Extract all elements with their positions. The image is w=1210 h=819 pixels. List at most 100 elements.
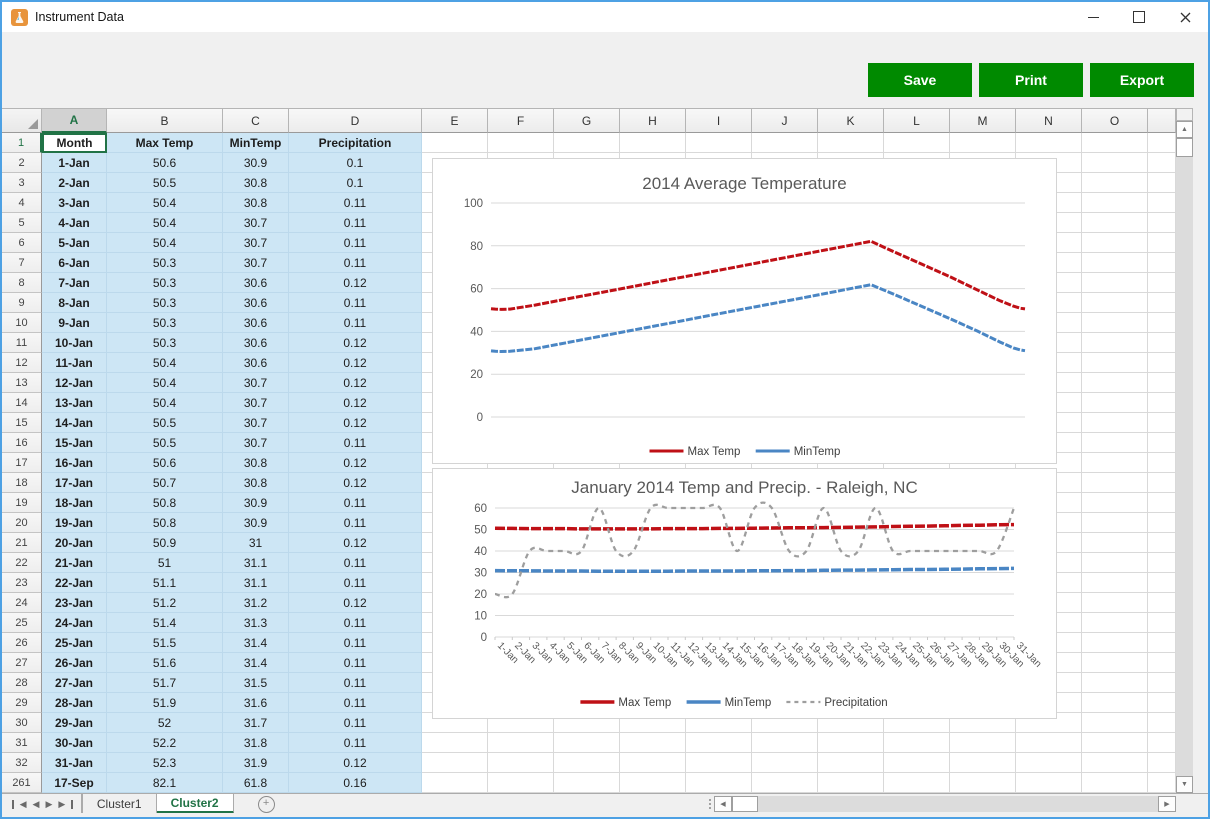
grid-cell[interactable] bbox=[1082, 193, 1148, 213]
grid-cell[interactable] bbox=[1082, 373, 1148, 393]
grid-cell[interactable] bbox=[488, 133, 554, 153]
sheet-tab-cluster1[interactable]: Cluster1 bbox=[81, 794, 157, 814]
grid-cell[interactable] bbox=[686, 133, 752, 153]
grid-cell[interactable]: 61.8 bbox=[223, 773, 289, 793]
grid-cell[interactable]: 30.6 bbox=[223, 333, 289, 353]
grid-cell[interactable]: 0.11 bbox=[289, 433, 422, 453]
grid-cell[interactable]: 30.7 bbox=[223, 373, 289, 393]
grid-cell[interactable] bbox=[752, 733, 818, 753]
column-header-G[interactable]: G bbox=[554, 108, 620, 133]
grid-cell[interactable]: 30.8 bbox=[223, 473, 289, 493]
row-header-30[interactable]: 30 bbox=[2, 713, 42, 733]
grid-cell[interactable] bbox=[1148, 553, 1176, 573]
grid-cell[interactable]: 0.11 bbox=[289, 213, 422, 233]
row-header-4[interactable]: 4 bbox=[2, 193, 42, 213]
horizontal-scrollbar[interactable]: ◀ ▶ bbox=[706, 796, 1176, 812]
column-header-O[interactable]: O bbox=[1082, 108, 1148, 133]
vertical-scrollbar[interactable]: ▲ ▼ bbox=[1176, 108, 1193, 793]
grid-cell[interactable] bbox=[1082, 353, 1148, 373]
grid-cell[interactable]: 50.3 bbox=[107, 253, 223, 273]
grid-cell[interactable] bbox=[1082, 433, 1148, 453]
grid-cell[interactable]: 0.11 bbox=[289, 613, 422, 633]
row-header-28[interactable]: 28 bbox=[2, 673, 42, 693]
grid-cell[interactable] bbox=[1082, 593, 1148, 613]
grid-cell[interactable]: 50.3 bbox=[107, 313, 223, 333]
grid-cell[interactable] bbox=[1148, 473, 1176, 493]
close-icon[interactable] bbox=[1162, 2, 1208, 32]
grid-cell[interactable] bbox=[884, 733, 950, 753]
row-header-12[interactable]: 12 bbox=[2, 353, 42, 373]
grid-cell[interactable]: 3-Jan bbox=[42, 193, 107, 213]
grid-cell[interactable]: 7-Jan bbox=[42, 273, 107, 293]
grid-cell[interactable]: 50.6 bbox=[107, 153, 223, 173]
grid-cell[interactable]: 50.8 bbox=[107, 493, 223, 513]
grid-cell[interactable] bbox=[1148, 693, 1176, 713]
row-header-25[interactable]: 25 bbox=[2, 613, 42, 633]
grid-cell[interactable] bbox=[422, 733, 488, 753]
print-button[interactable]: Print bbox=[979, 63, 1083, 97]
grid-cell[interactable]: 30.6 bbox=[223, 313, 289, 333]
grid-cell[interactable] bbox=[1148, 533, 1176, 553]
grid-cell[interactable]: 0.11 bbox=[289, 733, 422, 753]
grid-cell[interactable] bbox=[1082, 493, 1148, 513]
grid-cell[interactable]: 24-Jan bbox=[42, 613, 107, 633]
column-header-E[interactable]: E bbox=[422, 108, 488, 133]
grid-cell[interactable]: 22-Jan bbox=[42, 573, 107, 593]
grid-cell[interactable] bbox=[1016, 733, 1082, 753]
grid-cell[interactable]: 30.6 bbox=[223, 353, 289, 373]
scroll-left-icon[interactable]: ◀ bbox=[714, 796, 732, 812]
grid-cell[interactable] bbox=[1148, 253, 1176, 273]
grid-cell[interactable]: 31.7 bbox=[223, 713, 289, 733]
grid-cell[interactable] bbox=[1082, 473, 1148, 493]
grid-cell[interactable] bbox=[1082, 173, 1148, 193]
column-header-A[interactable]: A bbox=[42, 108, 107, 133]
grid-cell[interactable]: 50.4 bbox=[107, 353, 223, 373]
row-header-24[interactable]: 24 bbox=[2, 593, 42, 613]
grid-cell[interactable] bbox=[1082, 693, 1148, 713]
grid-cell[interactable] bbox=[1148, 613, 1176, 633]
grid-cell[interactable]: 30.7 bbox=[223, 413, 289, 433]
grid-cell[interactable]: 31.6 bbox=[223, 693, 289, 713]
grid-cell[interactable] bbox=[884, 753, 950, 773]
grid-cell[interactable] bbox=[950, 133, 1016, 153]
grid-cell[interactable]: 50.6 bbox=[107, 453, 223, 473]
row-header-7[interactable]: 7 bbox=[2, 253, 42, 273]
grid-cell[interactable]: MinTemp bbox=[223, 133, 289, 153]
grid-cell[interactable]: 30.9 bbox=[223, 153, 289, 173]
grid-cell[interactable]: 26-Jan bbox=[42, 653, 107, 673]
grid-cell[interactable]: 8-Jan bbox=[42, 293, 107, 313]
grid-cell[interactable] bbox=[1148, 153, 1176, 173]
grid-cell[interactable]: 82.1 bbox=[107, 773, 223, 793]
grid-cell[interactable] bbox=[1082, 313, 1148, 333]
grid-cell[interactable] bbox=[1082, 413, 1148, 433]
grid-cell[interactable]: 31.4 bbox=[223, 633, 289, 653]
grid-cell[interactable]: 28-Jan bbox=[42, 693, 107, 713]
row-header-9[interactable]: 9 bbox=[2, 293, 42, 313]
grid-cell[interactable] bbox=[1082, 773, 1148, 793]
grid-cell[interactable]: 30.8 bbox=[223, 173, 289, 193]
grid-cell[interactable]: 19-Jan bbox=[42, 513, 107, 533]
column-header-B[interactable]: B bbox=[107, 108, 223, 133]
grid-cell[interactable]: 6-Jan bbox=[42, 253, 107, 273]
grid-cell[interactable] bbox=[1148, 393, 1176, 413]
grid-cell[interactable]: 31 bbox=[223, 533, 289, 553]
grid-cell[interactable]: 30.8 bbox=[223, 453, 289, 473]
grid-cell[interactable] bbox=[1148, 773, 1176, 793]
grid-cell[interactable]: 31.1 bbox=[223, 573, 289, 593]
grid-cell[interactable]: 50.3 bbox=[107, 273, 223, 293]
column-header-J[interactable]: J bbox=[752, 108, 818, 133]
column-header-I[interactable]: I bbox=[686, 108, 752, 133]
row-header-6[interactable]: 6 bbox=[2, 233, 42, 253]
grid-cell[interactable]: 20-Jan bbox=[42, 533, 107, 553]
grid-cell[interactable]: 25-Jan bbox=[42, 633, 107, 653]
grid-cell[interactable] bbox=[818, 773, 884, 793]
grid-cell[interactable]: 30.6 bbox=[223, 273, 289, 293]
save-button[interactable]: Save bbox=[868, 63, 972, 97]
grid-cell[interactable] bbox=[1082, 333, 1148, 353]
grid-cell[interactable] bbox=[1082, 613, 1148, 633]
grid-cell[interactable]: 15-Jan bbox=[42, 433, 107, 453]
grid-cell[interactable]: 31.2 bbox=[223, 593, 289, 613]
grid-cell[interactable]: 30.7 bbox=[223, 233, 289, 253]
grid-cell[interactable] bbox=[1148, 573, 1176, 593]
grid-cell[interactable]: 10-Jan bbox=[42, 333, 107, 353]
